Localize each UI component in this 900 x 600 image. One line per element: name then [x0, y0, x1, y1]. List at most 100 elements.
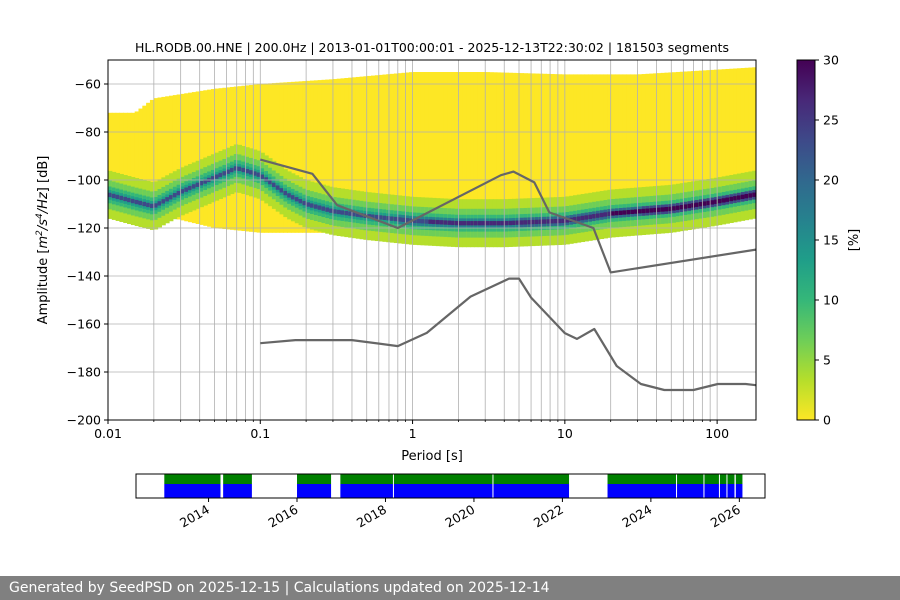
heat-cell-ridge — [344, 210, 349, 216]
heat-cell-ridge — [378, 215, 384, 220]
heat-cell-ridge — [485, 221, 490, 226]
heat-cell-ridge — [340, 210, 345, 215]
heat-cell-envelope — [515, 72, 521, 231]
heat-cell-ridge — [679, 205, 685, 210]
heat-cell-envelope — [302, 81, 307, 233]
heat-cell-ridge — [355, 212, 361, 217]
heat-cell-ridge — [184, 187, 189, 192]
heat-cell-envelope — [477, 72, 483, 233]
heat-cell-envelope — [321, 79, 326, 233]
heat-cell-envelope — [432, 72, 437, 233]
heat-cell-ridge — [168, 195, 174, 200]
heat-cell-ridge — [740, 194, 746, 200]
heat-cell-ridge — [146, 202, 151, 208]
heat-cell-ridge — [466, 221, 471, 226]
heat-cell-ridge — [142, 201, 147, 207]
heat-cell-ridge — [531, 219, 536, 225]
heat-cell-ridge — [229, 167, 235, 173]
heat-cell-envelope — [725, 68, 730, 218]
heat-cell-ridge — [424, 219, 429, 224]
heat-cell-envelope — [706, 70, 711, 219]
heat-cell-ridge — [447, 220, 452, 225]
heat-cell-envelope — [195, 91, 201, 224]
heat-cell-envelope — [393, 73, 399, 233]
heat-cell-envelope — [161, 96, 166, 216]
x-tick-label: 0.1 — [250, 426, 270, 441]
heat-cell-envelope — [721, 69, 727, 218]
heat-cell-envelope — [687, 71, 692, 221]
heat-cell-envelope — [733, 68, 738, 217]
heat-cell-envelope — [710, 69, 715, 219]
heat-cell-ridge — [477, 221, 483, 226]
heat-cell-envelope — [165, 96, 170, 217]
heat-cell-ridge — [653, 207, 658, 213]
heat-cell-envelope — [664, 72, 669, 222]
x-axis-label: Period [s] — [401, 449, 463, 464]
y-tick-label: −180 — [67, 365, 101, 380]
heat-cell-envelope — [580, 74, 586, 227]
heat-cell-ridge — [161, 199, 166, 204]
heat-cell-ridge — [210, 176, 216, 181]
heat-cell-envelope — [576, 74, 582, 228]
heat-cell-ridge — [592, 214, 597, 219]
heat-cell-envelope — [123, 112, 128, 208]
timeline-segment-top — [297, 474, 332, 484]
heat-cell-ridge — [733, 196, 738, 201]
heat-cell-envelope — [698, 70, 704, 220]
heat-cell-envelope — [660, 72, 666, 222]
heat-cell-ridge — [397, 217, 403, 222]
heat-cell-envelope — [656, 73, 662, 222]
psd-heatmap — [108, 67, 756, 248]
heat-cell-envelope — [130, 112, 136, 209]
heat-cell-ridge — [382, 215, 387, 221]
heat-cell-ridge — [557, 218, 563, 224]
timeline-segment-top — [735, 474, 743, 484]
heat-cell-ridge — [573, 217, 578, 222]
heat-cell-envelope — [641, 74, 647, 223]
heat-cell-ridge — [660, 207, 666, 212]
heat-cell-envelope — [679, 71, 685, 221]
heat-cell-envelope — [519, 73, 525, 231]
heat-cell-envelope — [325, 79, 330, 233]
heat-cell-ridge — [157, 201, 162, 206]
heat-cell-envelope — [191, 92, 197, 224]
heat-cell-envelope — [428, 72, 433, 233]
heat-cell-envelope — [595, 74, 601, 226]
x-tick-label: 10 — [557, 426, 573, 441]
heat-cell-envelope — [313, 80, 319, 233]
heat-cell-ridge — [271, 182, 277, 188]
timeline-ticks: 2014 2016 2018 2020 2022 2024 2026 — [177, 498, 743, 531]
heat-cell-ridge — [127, 197, 132, 203]
heat-cell-envelope — [363, 76, 368, 233]
heat-cell-ridge — [165, 197, 170, 202]
series-line-nlnm — [260, 277, 756, 392]
heat-cell-ridge — [222, 171, 227, 176]
timeline-segment-top — [223, 474, 252, 484]
heat-cell-ridge — [313, 204, 319, 209]
heat-cell-envelope — [127, 112, 132, 208]
heat-cell-envelope — [512, 72, 517, 232]
heat-cell-ridge — [580, 215, 586, 221]
x-tick-label: 0.01 — [94, 426, 122, 441]
heat-cell-envelope — [630, 74, 635, 224]
heat-cell-envelope — [588, 74, 593, 227]
heat-cell-ridge — [371, 214, 376, 219]
heat-cell-envelope — [184, 93, 189, 222]
heat-cell-ridge — [268, 179, 273, 185]
colorbar-label: [%] — [847, 229, 862, 252]
heat-cell-ridge — [279, 188, 284, 193]
heat-cell-ridge — [714, 199, 719, 204]
heat-cell-envelope — [500, 72, 506, 232]
heat-cell-ridge — [351, 212, 357, 217]
heat-cell-envelope — [443, 72, 448, 233]
y-tick-label: −120 — [67, 221, 101, 236]
heat-cell-envelope — [614, 74, 620, 225]
heat-cell-ridge — [500, 221, 506, 226]
plot-frame — [107, 59, 757, 421]
heat-cell-envelope — [382, 74, 387, 233]
colorbar-tick-label: 10 — [823, 293, 839, 308]
heat-cell-ridge — [595, 213, 601, 218]
heat-cell-envelope — [618, 74, 624, 225]
heat-cell-envelope — [340, 78, 345, 233]
heat-cell-envelope — [458, 72, 464, 233]
